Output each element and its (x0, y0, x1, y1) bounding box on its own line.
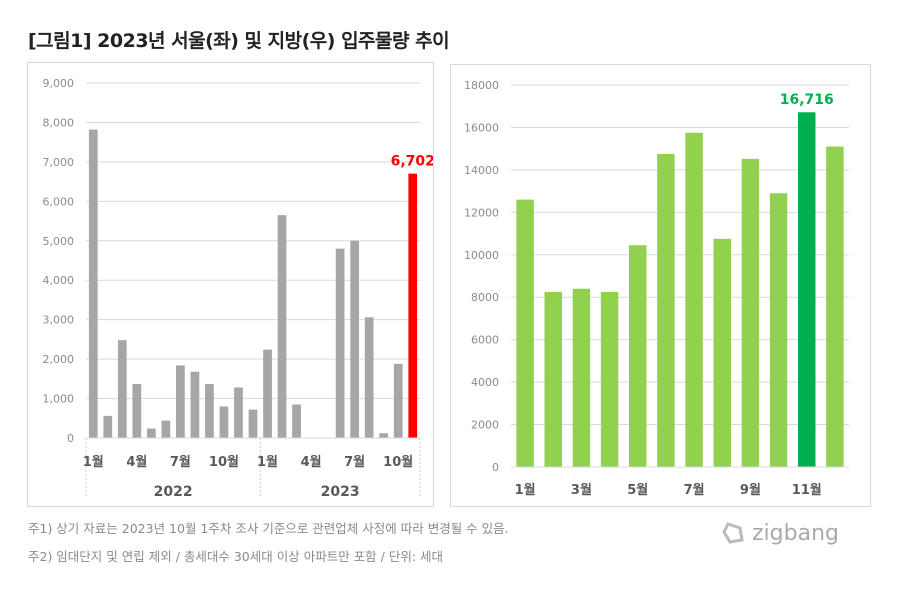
highlight-data-label: 16,716 (780, 92, 834, 108)
bar (572, 288, 591, 467)
y-tick-label: 0 (67, 432, 74, 445)
bar (205, 383, 214, 438)
bar (132, 383, 142, 438)
y-tick-label: 6000 (471, 334, 499, 347)
bar (826, 146, 844, 467)
y-tick-label: 6,000 (43, 195, 75, 208)
bar (713, 238, 731, 467)
bar (190, 371, 200, 438)
bar (350, 240, 360, 438)
bar (657, 153, 675, 467)
bar (544, 291, 562, 467)
y-tick-label: 4000 (471, 376, 499, 389)
zigbang-logo-icon (722, 522, 744, 544)
seoul-chart: 0 1,000 2,000 3,000 4,000 5,000 6,000 7,000 8,00… (43, 77, 434, 500)
bar (393, 363, 403, 438)
y-tick-label: 0 (492, 461, 499, 474)
y-tick-label: 8000 (471, 291, 499, 304)
bar (516, 199, 534, 467)
bar (292, 404, 301, 438)
x-group-label: 2023 (321, 484, 360, 500)
x-tick-label: 3월 (571, 482, 592, 498)
y-tick-label: 14000 (464, 164, 499, 177)
regional-chart: 0 2000 4000 6000 8000 10000 12000 14000 16000 180… (464, 79, 849, 498)
x-tick-label: 5월 (627, 482, 648, 498)
x-tick-label: 10월 (209, 454, 239, 470)
x-tick-label: 4월 (301, 454, 322, 470)
x-tick-label: 1월 (515, 482, 536, 498)
x-tick-label: 4월 (126, 454, 147, 470)
note-2: 주2) 임대단지 및 연립 제외 / 총세대수 30세대 이상 아파트만 포함 … (28, 549, 444, 564)
seoul-chart-panel: 0 1,000 2,000 3,000 4,000 5,000 6,000 7,000 8,00… (27, 62, 434, 507)
bar (335, 248, 345, 438)
note-1: 주1) 상기 자료는 2023년 10월 1주차 조사 기준으로 관련업체 사정… (28, 521, 509, 536)
bar (146, 428, 156, 438)
zigbang-logo: zigbang (720, 520, 839, 546)
bar (219, 406, 229, 438)
y-tick-label: 4,000 (43, 274, 75, 287)
x-tick-label: 1월 (257, 454, 278, 470)
bar (600, 291, 619, 467)
y-tick-label: 7,000 (43, 156, 75, 169)
x-group-label: 2022 (154, 484, 193, 500)
bar (629, 245, 647, 467)
bar (103, 415, 113, 438)
regional-chart-panel: 0 2000 4000 6000 8000 10000 12000 14000 16000 180… (450, 64, 871, 507)
y-tick-label: 16000 (464, 121, 499, 134)
y-tick-label: 9,000 (43, 77, 75, 90)
y-tick-label: 18000 (464, 79, 499, 92)
bar (263, 349, 272, 438)
bar (685, 132, 703, 467)
bar (741, 158, 760, 467)
bar (176, 365, 185, 438)
bar (379, 433, 389, 438)
bar (248, 409, 258, 438)
bar (88, 129, 98, 438)
x-tick-label: 11월 (792, 482, 822, 498)
x-tick-label: 7월 (344, 454, 365, 470)
highlight-bar (798, 112, 816, 467)
y-tick-label: 1,000 (43, 393, 75, 406)
x-tick-label: 7월 (170, 454, 191, 470)
figure-title: [그림1] 2023년 서울(좌) 및 지방(우) 입주물량 추이 (28, 30, 450, 52)
x-tick-label: 10월 (383, 454, 413, 470)
bar (234, 387, 243, 438)
bar (161, 420, 171, 438)
y-tick-label: 12000 (464, 206, 499, 219)
highlight-data-label: 6,702 (391, 154, 433, 170)
y-tick-label: 2,000 (43, 353, 75, 366)
x-tick-label: 1월 (83, 454, 104, 470)
y-tick-label: 2000 (471, 419, 499, 432)
y-tick-label: 3,000 (43, 314, 75, 327)
highlight-bar (408, 173, 418, 438)
bar (117, 340, 127, 438)
x-tick-label: 7월 (684, 482, 705, 498)
y-tick-label: 10000 (464, 249, 499, 262)
y-tick-label: 5,000 (43, 235, 75, 248)
bar (769, 193, 788, 467)
y-tick-label: 8,000 (43, 116, 75, 129)
x-tick-label: 9월 (740, 482, 761, 498)
logo-text: zigbang (752, 520, 839, 546)
bar (277, 215, 287, 438)
bar (364, 317, 374, 438)
